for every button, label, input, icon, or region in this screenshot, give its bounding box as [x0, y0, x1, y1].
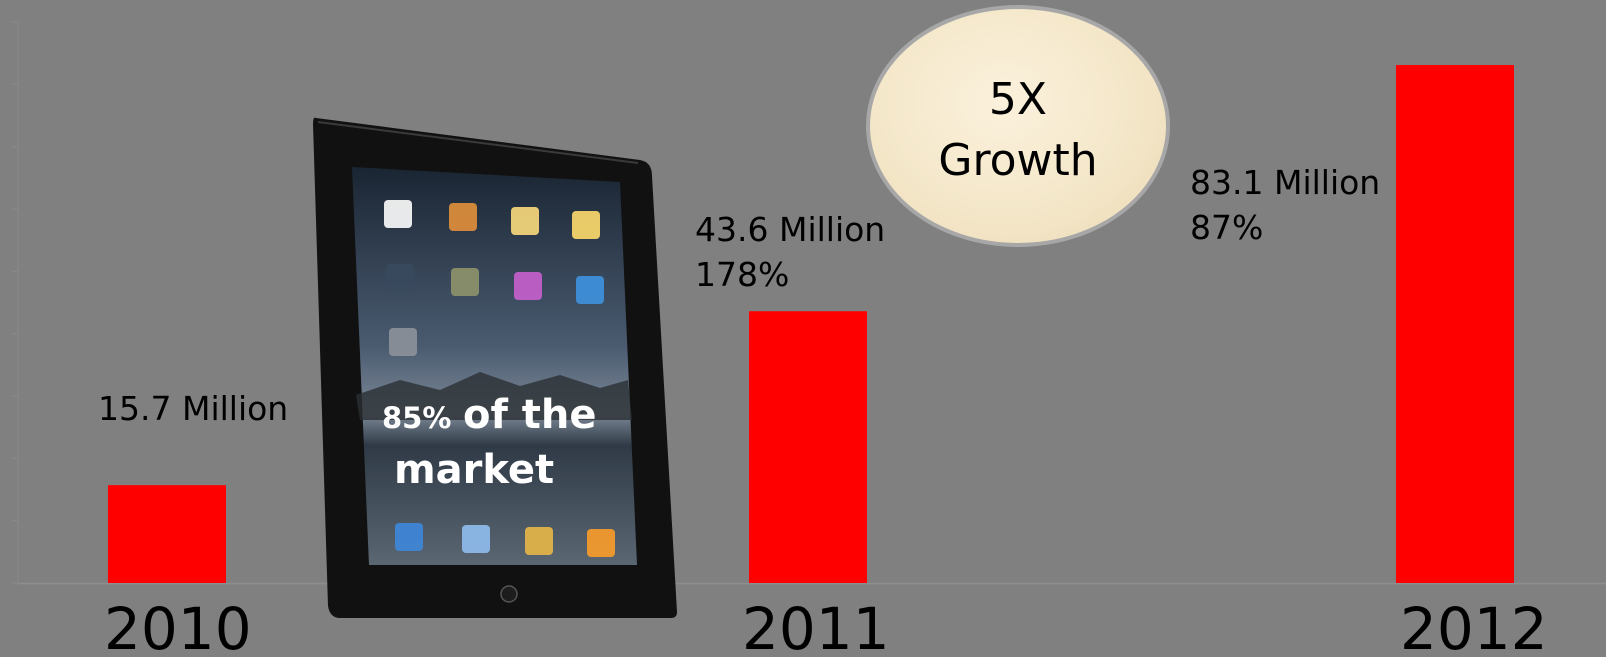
bar-2011 — [749, 311, 867, 583]
x-tick-2010: 2010 — [104, 595, 252, 657]
ipad-image — [313, 117, 677, 618]
data-label-2011: 43.6 Million 178% — [695, 207, 885, 297]
market-share-percent: 85% — [382, 401, 452, 435]
market-share-text: 85% of the — [382, 392, 597, 438]
callout-line2: Growth — [938, 135, 1098, 186]
data-label-2010-value: 15.7 Million — [98, 389, 289, 428]
bar-2012 — [1396, 65, 1514, 583]
x-tick-2011: 2011 — [742, 595, 890, 657]
callout-line1: 5X — [988, 74, 1048, 125]
data-label-2012-growth: 87% — [1190, 208, 1264, 247]
market-share-text-line2: market — [394, 447, 555, 493]
bar-2010 — [108, 485, 226, 583]
growth-callout: 5X Growth — [866, 5, 1170, 247]
data-label-2012-value: 83.1 Million — [1190, 163, 1381, 202]
data-label-2010: 15.7 Million — [98, 386, 288, 431]
x-tick-2012: 2012 — [1400, 595, 1548, 657]
data-label-2012: 83.1 Million 87% — [1190, 160, 1380, 250]
data-label-2011-growth: 178% — [695, 255, 790, 294]
data-label-2011-value: 43.6 Million — [695, 210, 886, 249]
market-share-text-line1: of the — [463, 392, 597, 438]
